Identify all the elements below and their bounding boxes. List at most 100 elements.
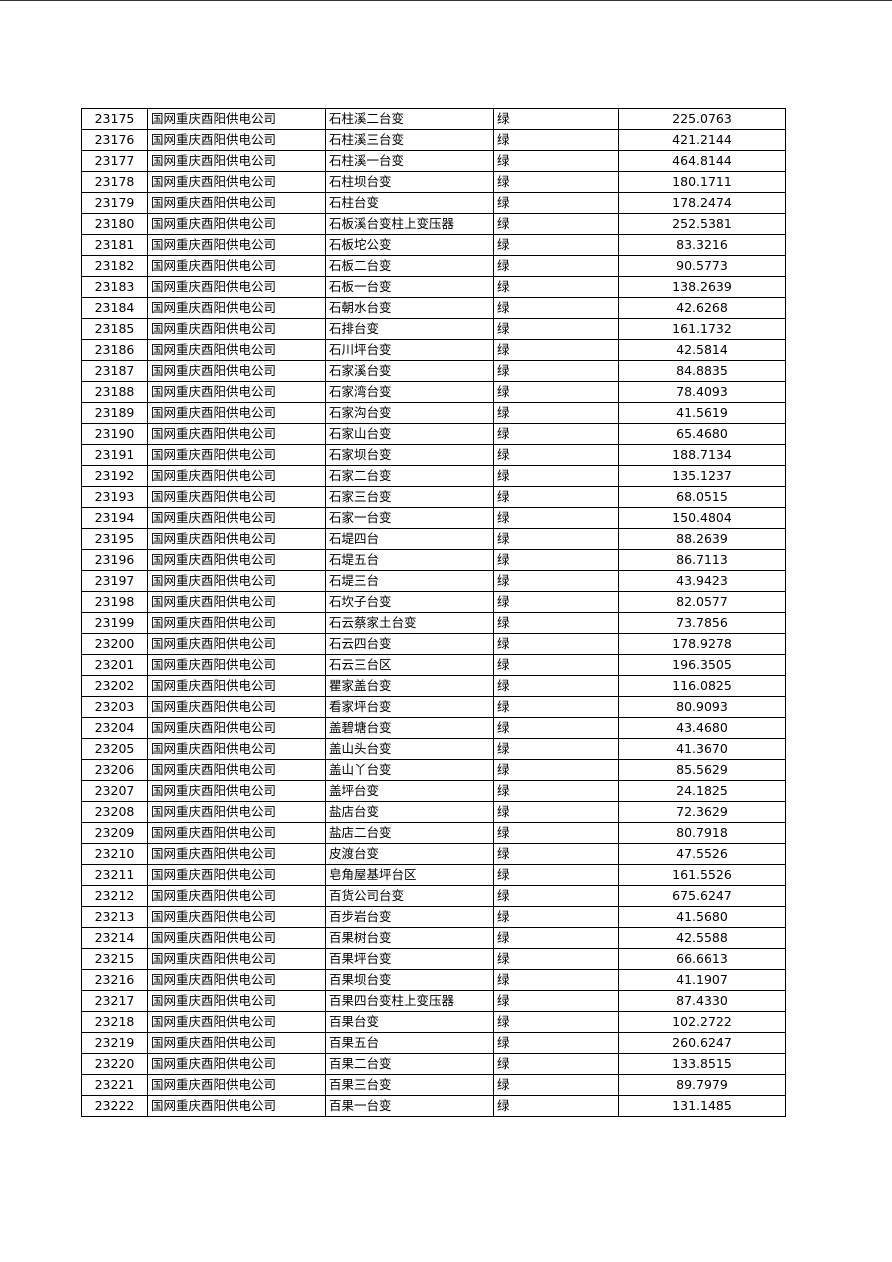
- row-id-cell: 23215: [81, 948, 148, 970]
- company-cell: 国网重庆酉阳供电公司: [147, 990, 326, 1012]
- status-cell: 绿: [493, 402, 619, 424]
- value-cell: 178.2474: [618, 192, 786, 214]
- company-cell: 国网重庆酉阳供电公司: [147, 885, 326, 907]
- row-id-cell: 23207: [81, 780, 148, 802]
- status-cell: 绿: [493, 675, 619, 697]
- station-name-cell: 百步岩台变: [325, 906, 494, 928]
- value-cell: 421.2144: [618, 129, 786, 151]
- value-cell: 80.7918: [618, 822, 786, 844]
- status-cell: 绿: [493, 150, 619, 172]
- table-row: 23216 国网重庆酉阳供电公司 百果坝台变绿 41.1907: [81, 969, 786, 991]
- company-cell: 国网重庆酉阳供电公司: [147, 402, 326, 424]
- status-cell: 绿: [493, 1074, 619, 1096]
- row-id-cell: 23213: [81, 906, 148, 928]
- value-cell: 133.8515: [618, 1053, 786, 1075]
- value-cell: 42.5814: [618, 339, 786, 361]
- value-cell: 65.4680: [618, 423, 786, 445]
- table-row: 23197 国网重庆酉阳供电公司 石堤三台绿 43.9423: [81, 570, 786, 592]
- table-row: 23215 国网重庆酉阳供电公司 百果坪台变绿 66.6613: [81, 948, 786, 970]
- value-cell: 41.1907: [618, 969, 786, 991]
- status-cell: 绿: [493, 843, 619, 865]
- table-row: 23186 国网重庆酉阳供电公司 石川坪台变绿 42.5814: [81, 339, 786, 361]
- value-cell: 68.0515: [618, 486, 786, 508]
- station-name-cell: 石板坨公变: [325, 234, 494, 256]
- station-name-cell: 百果台变: [325, 1011, 494, 1033]
- value-cell: 116.0825: [618, 675, 786, 697]
- status-cell: 绿: [493, 108, 619, 130]
- station-name-cell: 盐店台变: [325, 801, 494, 823]
- value-cell: 90.5773: [618, 255, 786, 277]
- table-row: 23205 国网重庆酉阳供电公司 盖山头台变绿 41.3670: [81, 738, 786, 760]
- value-cell: 464.8144: [618, 150, 786, 172]
- station-name-cell: 石家三台变: [325, 486, 494, 508]
- table-row: 23204 国网重庆酉阳供电公司 盖碧塘台变绿 43.4680: [81, 717, 786, 739]
- row-id-cell: 23184: [81, 297, 148, 319]
- company-cell: 国网重庆酉阳供电公司: [147, 591, 326, 613]
- company-cell: 国网重庆酉阳供电公司: [147, 360, 326, 382]
- station-name-cell: 百果四台变柱上变压器: [325, 990, 494, 1012]
- company-cell: 国网重庆酉阳供电公司: [147, 465, 326, 487]
- table-row: 23203 国网重庆酉阳供电公司 看家坪台变绿 80.9093: [81, 696, 786, 718]
- station-name-cell: 百果树台变: [325, 927, 494, 949]
- company-cell: 国网重庆酉阳供电公司: [147, 1053, 326, 1075]
- station-name-cell: 石板一台变: [325, 276, 494, 298]
- value-cell: 84.8835: [618, 360, 786, 382]
- row-id-cell: 23201: [81, 654, 148, 676]
- table-row: 23185 国网重庆酉阳供电公司 石排台变绿 161.1732: [81, 318, 786, 340]
- row-id-cell: 23189: [81, 402, 148, 424]
- row-id-cell: 23209: [81, 822, 148, 844]
- company-cell: 国网重庆酉阳供电公司: [147, 738, 326, 760]
- value-cell: 43.9423: [618, 570, 786, 592]
- value-cell: 78.4093: [618, 381, 786, 403]
- status-cell: 绿: [493, 444, 619, 466]
- value-cell: 73.7856: [618, 612, 786, 634]
- company-cell: 国网重庆酉阳供电公司: [147, 507, 326, 529]
- data-table: 23175 国网重庆酉阳供电公司 石柱溪二台变绿 225.0763 23176 国网重庆酉…: [81, 108, 786, 1117]
- value-cell: 138.2639: [618, 276, 786, 298]
- value-cell: 188.7134: [618, 444, 786, 466]
- company-cell: 国网重庆酉阳供电公司: [147, 486, 326, 508]
- table-row: 23195 国网重庆酉阳供电公司 石堤四台绿 88.2639: [81, 528, 786, 550]
- status-cell: 绿: [493, 864, 619, 886]
- station-name-cell: 石云蔡家土台变: [325, 612, 494, 634]
- value-cell: 42.5588: [618, 927, 786, 949]
- status-cell: 绿: [493, 990, 619, 1012]
- table-row: 23221 国网重庆酉阳供电公司 百果三台变绿 89.7979: [81, 1074, 786, 1096]
- status-cell: 绿: [493, 339, 619, 361]
- page-top-border: [0, 0, 892, 1]
- value-cell: 41.3670: [618, 738, 786, 760]
- station-name-cell: 百果三台变: [325, 1074, 494, 1096]
- value-cell: 252.5381: [618, 213, 786, 235]
- status-cell: 绿: [493, 654, 619, 676]
- table-row: 23202 国网重庆酉阳供电公司 瞿家盖台变绿 116.0825: [81, 675, 786, 697]
- value-cell: 47.5526: [618, 843, 786, 865]
- row-id-cell: 23187: [81, 360, 148, 382]
- station-name-cell: 石家山台变: [325, 423, 494, 445]
- value-cell: 178.9278: [618, 633, 786, 655]
- status-cell: 绿: [493, 486, 619, 508]
- row-id-cell: 23186: [81, 339, 148, 361]
- value-cell: 87.4330: [618, 990, 786, 1012]
- status-cell: 绿: [493, 171, 619, 193]
- company-cell: 国网重庆酉阳供电公司: [147, 927, 326, 949]
- value-cell: 260.6247: [618, 1032, 786, 1054]
- value-cell: 135.1237: [618, 465, 786, 487]
- company-cell: 国网重庆酉阳供电公司: [147, 801, 326, 823]
- row-id-cell: 23188: [81, 381, 148, 403]
- table-row: 23191 国网重庆酉阳供电公司 石家坝台变绿 188.7134: [81, 444, 786, 466]
- company-cell: 国网重庆酉阳供电公司: [147, 948, 326, 970]
- table-row: 23180 国网重庆酉阳供电公司 石板溪台变柱上变压器绿 252.5381: [81, 213, 786, 235]
- row-id-cell: 23194: [81, 507, 148, 529]
- row-id-cell: 23198: [81, 591, 148, 613]
- table-row: 23182 国网重庆酉阳供电公司 石板二台变绿 90.5773: [81, 255, 786, 277]
- status-cell: 绿: [493, 192, 619, 214]
- value-cell: 102.2722: [618, 1011, 786, 1033]
- status-cell: 绿: [493, 906, 619, 928]
- row-id-cell: 23202: [81, 675, 148, 697]
- table-row: 23175 国网重庆酉阳供电公司 石柱溪二台变绿 225.0763: [81, 108, 786, 130]
- table-row: 23214 国网重庆酉阳供电公司 百果树台变绿 42.5588: [81, 927, 786, 949]
- table-row: 23181 国网重庆酉阳供电公司 石板坨公变绿 83.3216: [81, 234, 786, 256]
- status-cell: 绿: [493, 633, 619, 655]
- status-cell: 绿: [493, 213, 619, 235]
- status-cell: 绿: [493, 738, 619, 760]
